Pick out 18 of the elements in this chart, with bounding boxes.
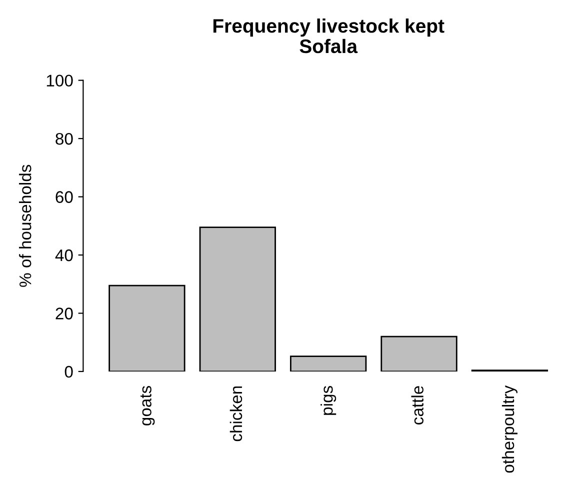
y-tick-label: 40 bbox=[55, 249, 73, 262]
bar bbox=[380, 336, 458, 372]
y-tick-label: 20 bbox=[56, 308, 73, 320]
y-tick-label: 80 bbox=[56, 132, 73, 145]
x-tick-label: cattle bbox=[411, 386, 424, 424]
bar bbox=[290, 356, 367, 372]
chart-title: Frequency livestock kept bbox=[213, 18, 444, 37]
y-axis-title: % of households bbox=[19, 164, 32, 287]
x-tick-label: otherpoultry bbox=[502, 385, 518, 473]
chart-subtitle: Sofala bbox=[300, 38, 358, 54]
bar bbox=[108, 284, 186, 372]
bar bbox=[199, 226, 276, 372]
x-tick-label: pigs bbox=[320, 386, 336, 415]
x-tick-label: chicken bbox=[230, 386, 242, 442]
y-tick-label: 60 bbox=[56, 191, 73, 203]
y-tick-label: 0 bbox=[64, 366, 73, 378]
x-tick-label: goats bbox=[140, 386, 155, 426]
y-tick-label: 100 bbox=[46, 74, 73, 87]
